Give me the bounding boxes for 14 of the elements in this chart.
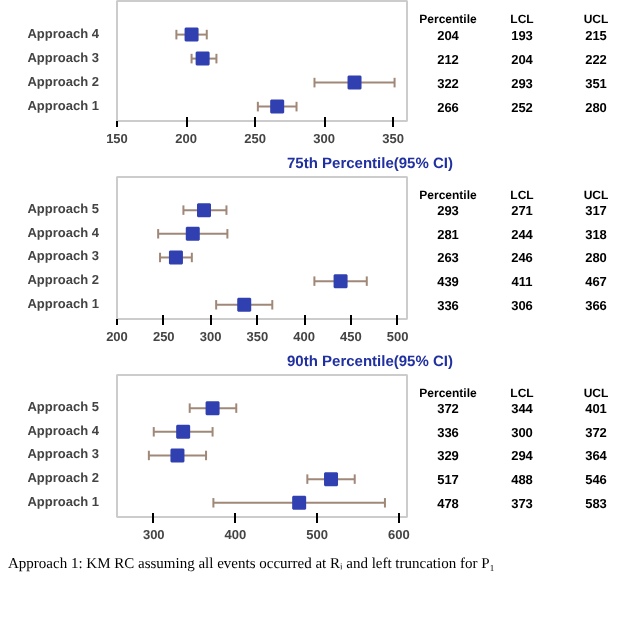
point	[292, 495, 307, 510]
point	[197, 203, 211, 218]
point	[185, 226, 200, 241]
point	[184, 27, 199, 42]
point	[168, 250, 183, 265]
point	[237, 297, 252, 312]
point	[170, 448, 185, 463]
point	[205, 401, 220, 416]
point	[195, 51, 210, 66]
point	[324, 472, 339, 487]
point	[333, 274, 348, 289]
point	[347, 75, 362, 90]
point	[176, 424, 191, 439]
point	[270, 99, 285, 114]
